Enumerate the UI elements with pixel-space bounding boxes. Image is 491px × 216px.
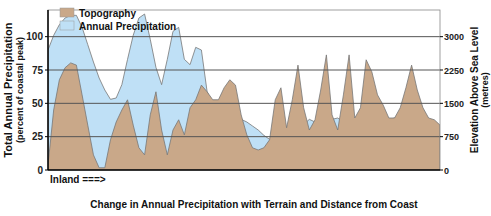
x-label: Inland ===> xyxy=(50,174,106,185)
y-tick-label: 0 xyxy=(37,165,43,176)
legend-swatch xyxy=(60,8,74,17)
y2-tick-label: 2250 xyxy=(444,66,464,76)
y-tick xyxy=(45,170,48,171)
y2-tick xyxy=(440,103,443,104)
y-label: Total Annual Precipitation xyxy=(2,22,14,157)
y-tick xyxy=(45,136,48,137)
y-tick xyxy=(45,70,48,71)
y2-tick-label: 750 xyxy=(444,132,459,142)
y2-tick xyxy=(440,36,443,37)
y-tick-label: 75 xyxy=(32,65,44,76)
y-tick xyxy=(45,103,48,104)
y2-tick xyxy=(440,136,443,137)
y2-tick-label: 1500 xyxy=(444,99,464,109)
y-tick xyxy=(45,36,48,37)
y2-tick-label: 0 xyxy=(444,166,449,176)
legend-swatch xyxy=(60,21,74,30)
grid-line xyxy=(48,103,440,104)
grid-line xyxy=(48,136,440,137)
y2-label: Elevation Above Sea Level xyxy=(469,27,480,154)
y2-tick xyxy=(440,170,443,171)
plot-area xyxy=(48,14,440,170)
title: Change in Annual Precipitation with Terr… xyxy=(90,199,418,210)
area-1 xyxy=(48,14,440,170)
y2-label: (metres) xyxy=(480,72,490,108)
chart: 0 25 50 75 100 0 750 1500 2250 3000 Total Annual P… xyxy=(0,0,491,216)
y2-tick-label: 3000 xyxy=(444,32,464,42)
area-0 xyxy=(48,55,440,170)
y-tick-label: 100 xyxy=(26,31,43,42)
legend: Topography Annual Precipitation xyxy=(60,8,176,32)
legend-label: Annual Precipitation xyxy=(79,21,176,32)
frame xyxy=(48,10,440,170)
grid-line xyxy=(48,70,440,71)
legend-label: Topography xyxy=(79,8,136,19)
grid-line xyxy=(48,36,440,37)
y-axis xyxy=(47,10,49,170)
y-tick-label: 50 xyxy=(32,98,44,109)
y-label: (percent of coastal peak) xyxy=(15,37,25,143)
y2-tick xyxy=(440,70,443,71)
y-tick-label: 25 xyxy=(32,131,44,142)
x-axis xyxy=(48,169,440,171)
